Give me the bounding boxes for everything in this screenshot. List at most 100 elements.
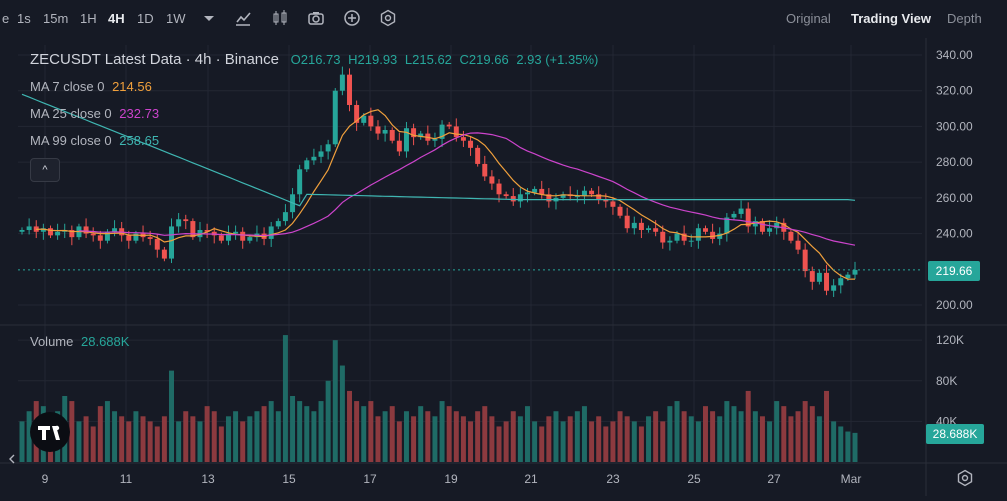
candle-body (147, 237, 153, 239)
timeframe-e[interactable]: e (2, 11, 10, 26)
ma99-label: MA 99 close 0 (30, 133, 112, 148)
view-original[interactable]: Original (786, 11, 831, 26)
timeframe-1d[interactable]: 1D (137, 11, 154, 26)
volume-bar (695, 421, 701, 462)
view-depth[interactable]: Depth (947, 11, 982, 26)
volume-bar (560, 421, 566, 462)
candle-body (503, 194, 509, 197)
chevron-down-icon[interactable] (200, 9, 218, 27)
last-price-tag: 219.66 (928, 261, 980, 281)
ma7-value: 214.56 (112, 79, 152, 94)
volume-bar (268, 401, 274, 462)
candle-type-icon[interactable] (271, 9, 289, 27)
candle-body (475, 147, 481, 164)
price-chart[interactable]: 340.00 320.00 300.00 280.00 260.00 240.00 200.… (0, 38, 1007, 496)
candle-body (610, 201, 616, 207)
close-value: C219.66 (459, 52, 509, 67)
volume-bar (581, 406, 587, 462)
candle-body (396, 140, 402, 152)
candle-body (631, 222, 637, 229)
candle-body (325, 144, 331, 152)
collapse-legend-button[interactable]: ^ (30, 158, 60, 182)
candle-body (560, 194, 566, 198)
volume-bar (674, 401, 680, 462)
candle-body (688, 240, 694, 242)
candle-body (496, 183, 502, 195)
volume-bar (432, 416, 438, 462)
volume-bar (610, 421, 616, 462)
candle-body (104, 231, 110, 241)
time-tick-label: 9 (42, 472, 49, 486)
volume-bar (147, 421, 153, 462)
candle-body (247, 237, 253, 241)
volume-bar (603, 426, 609, 462)
candle-body (638, 222, 644, 230)
volume-bar (69, 401, 75, 462)
candle-body (752, 221, 758, 227)
candle-body (831, 285, 837, 291)
volume-value: 28.688K (81, 334, 130, 349)
volume-bar (97, 406, 103, 462)
volume-bar (724, 401, 730, 462)
volume-bar (653, 411, 659, 462)
volume-bar (624, 416, 630, 462)
candle-body (468, 140, 474, 148)
candle-body (539, 188, 545, 195)
candle-body (482, 163, 488, 177)
time-tick-label: 23 (606, 472, 620, 486)
indicator-icon[interactable] (234, 9, 252, 27)
volume-bar (204, 406, 210, 462)
volume-bar (90, 426, 96, 462)
candle-body (624, 215, 630, 229)
candle-body (838, 278, 844, 286)
volume-bar (282, 335, 288, 462)
candle-body (774, 222, 780, 229)
volume-bar (852, 432, 858, 462)
price-tick-label: 320.00 (936, 84, 973, 98)
view-trading-view[interactable]: Trading View (851, 11, 931, 26)
timeframe-1w[interactable]: 1W (166, 11, 186, 26)
time-tick-label: 15 (282, 472, 296, 486)
timeframe-1s[interactable]: 1s (17, 11, 31, 26)
volume-bar (347, 390, 352, 462)
volume-bar (831, 421, 837, 462)
settings-icon[interactable] (379, 9, 397, 27)
volume-bar (112, 411, 118, 462)
timeframe-1h[interactable]: 1H (80, 11, 97, 26)
axis-settings-icon[interactable] (956, 469, 974, 487)
volume-bar (318, 401, 324, 462)
volume-bar (275, 411, 281, 462)
candle-body (161, 249, 167, 259)
tradingview-logo-icon (38, 425, 60, 440)
timeframe-15m[interactable]: 15m (43, 11, 69, 26)
volume-bar (845, 431, 851, 462)
timeframe-4h[interactable]: 4H (108, 11, 125, 26)
candle-body (368, 115, 374, 127)
volume-bar (439, 401, 445, 462)
volume-bar (667, 406, 673, 462)
volume-bar (354, 401, 360, 462)
candle-body (411, 128, 417, 138)
candle-body (83, 226, 89, 234)
volume-bar (453, 411, 459, 462)
candle-body (653, 228, 659, 232)
tradingview-logo[interactable] (30, 412, 70, 452)
volume-bar (710, 411, 716, 462)
volume-bar (774, 401, 780, 462)
chart-area[interactable]: 340.00 320.00 300.00 280.00 260.00 240.00 200.… (0, 38, 1007, 496)
ma99-legend: MA 99 close 0 258.65 (30, 133, 159, 148)
candle-body (154, 238, 160, 250)
volume-bar (496, 426, 502, 462)
volume-bar (809, 406, 815, 462)
ma99-line (21, 93, 856, 207)
volume-bar (553, 411, 559, 462)
volume-bar (197, 421, 203, 462)
volume-bar (517, 416, 523, 462)
candle-body (282, 212, 288, 222)
candle-body (667, 240, 673, 243)
candle-body (183, 219, 189, 222)
add-icon[interactable] (343, 9, 361, 27)
camera-icon[interactable] (307, 9, 325, 27)
volume-bar (361, 406, 367, 462)
volume-bar (688, 416, 694, 462)
